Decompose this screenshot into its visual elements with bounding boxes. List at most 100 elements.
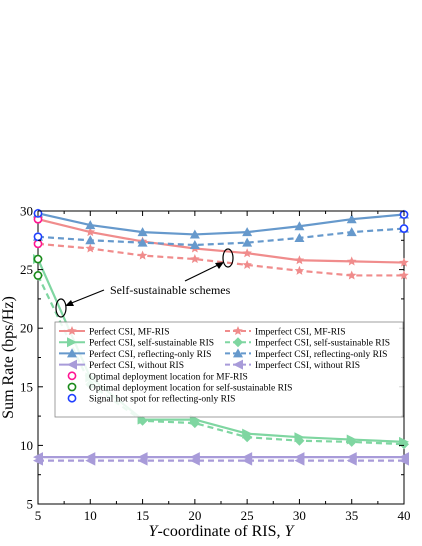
data-point [294, 232, 305, 242]
y-tick-label: 25 [20, 262, 33, 277]
y-tick-label: 30 [20, 204, 33, 219]
special-point [33, 254, 43, 264]
data-point [346, 455, 357, 466]
data-point [85, 220, 96, 230]
special-point [33, 239, 43, 249]
legend-marker [67, 359, 77, 370]
x-tick-label: 15 [136, 508, 149, 523]
annotation-arrowhead [215, 262, 224, 269]
series-line [37, 227, 405, 247]
data-point [189, 239, 200, 249]
series-line [37, 218, 405, 264]
data-point [33, 455, 43, 466]
annotation-arrow [184, 263, 221, 282]
legend-marker [233, 326, 243, 336]
special-point [33, 232, 43, 242]
data-point [242, 259, 252, 269]
y-tick-label: 15 [20, 379, 33, 394]
legend-item: Imperfect CSI, without RIS [225, 359, 360, 371]
data-point [294, 255, 305, 265]
data-point [294, 435, 305, 446]
data-point [189, 455, 200, 466]
legend-item: Imperfect CSI, MF-RIS [225, 326, 346, 338]
series-7 [33, 455, 409, 466]
data-point [137, 455, 148, 466]
data-point [137, 227, 148, 237]
legend-item: Signal hot spot for reflecting-only RIS [67, 393, 235, 405]
legend-marker [67, 326, 77, 336]
legend-label: Imperfect CSI, reflecting-only RIS [255, 349, 387, 360]
legend-marker [67, 348, 77, 358]
data-point [85, 227, 96, 237]
data-point [346, 436, 357, 447]
data-point [346, 214, 357, 224]
data-point [242, 227, 253, 237]
data-point [189, 418, 200, 429]
data-point [242, 248, 252, 258]
x-axis-title: Y-coordinate of RIS, Y [149, 523, 296, 540]
x-tick-label: 30 [293, 508, 306, 523]
x-tick-label: 5 [35, 508, 42, 523]
legend-item: Imperfect CSI, reflecting-only RIS [225, 348, 387, 360]
data-point [346, 270, 357, 280]
legend-item: Optimal deployment location for self-sus… [67, 382, 292, 394]
legend-item: Perfect CSI, MF-RIS [59, 326, 170, 338]
legend-label: Optimal deployment location for self-sus… [89, 383, 292, 394]
data-point [242, 455, 253, 466]
legend-label: Signal hot spot for reflecting-only RIS [89, 394, 235, 405]
series-line [37, 212, 405, 236]
legend-label: Perfect CSI, self-sustainable RIS [89, 338, 214, 349]
data-point [294, 221, 305, 231]
special-point [399, 224, 409, 233]
data-point [399, 439, 409, 450]
legend-item: Perfect CSI, self-sustainable RIS [59, 337, 214, 349]
legend-label: Imperfect CSI, without RIS [255, 360, 360, 371]
annotation-text: Self-sustainable schemes [110, 283, 231, 297]
legend-item: Perfect CSI, without RIS [59, 359, 184, 371]
y-tick-label: 10 [20, 438, 33, 453]
data-point [189, 229, 200, 239]
x-tick-label: 40 [398, 508, 411, 523]
legend-label: Perfect CSI, without RIS [89, 360, 184, 371]
x-tick-label: 10 [84, 508, 97, 523]
data-point [294, 265, 305, 275]
legend-marker [67, 393, 77, 403]
data-point [137, 250, 148, 260]
series-layer [33, 208, 409, 466]
annotation-arrowhead [65, 300, 74, 306]
legend-item: Imperfect CSI, self-sustainable RIS [225, 337, 390, 349]
data-point [399, 257, 409, 267]
annotation-ellipse [222, 248, 234, 268]
legend-marker [67, 337, 77, 348]
data-point [346, 227, 357, 237]
data-point [137, 237, 148, 247]
annotation-arrow [68, 289, 105, 305]
legend-marker [67, 382, 77, 392]
x-tick-label: 25 [241, 508, 254, 523]
legend-marker [233, 348, 243, 358]
data-point [399, 270, 409, 280]
x-tick-label: 20 [188, 508, 201, 523]
annotation-ellipse [55, 298, 67, 318]
data-point [242, 237, 253, 247]
data-point [137, 415, 148, 426]
special-point [33, 271, 43, 280]
legend-item: Optimal deployment location for MF-RIS [67, 371, 248, 382]
legend-box [54, 321, 404, 418]
data-point [85, 243, 96, 253]
legend-label: Imperfect CSI, self-sustainable RIS [255, 338, 390, 349]
data-point [399, 455, 409, 466]
data-point [85, 455, 96, 466]
x-tick-label: 35 [345, 508, 358, 523]
legend-label: Optimal deployment location for MF-RIS [89, 371, 248, 382]
legend-item: Perfect CSI, reflecting-only RIS [59, 348, 211, 360]
annotation: Self-sustainable schemes [55, 248, 234, 318]
legend-marker [233, 337, 243, 348]
data-point [85, 235, 96, 245]
data-point [346, 256, 357, 266]
legend-label: Perfect CSI, MF-RIS [89, 327, 170, 338]
legend: Perfect CSI, MF-RIS Imperfect CSI, MF-RIS… [54, 321, 404, 418]
y-axis-title: Sum Rate (bps/Hz) [0, 296, 17, 419]
